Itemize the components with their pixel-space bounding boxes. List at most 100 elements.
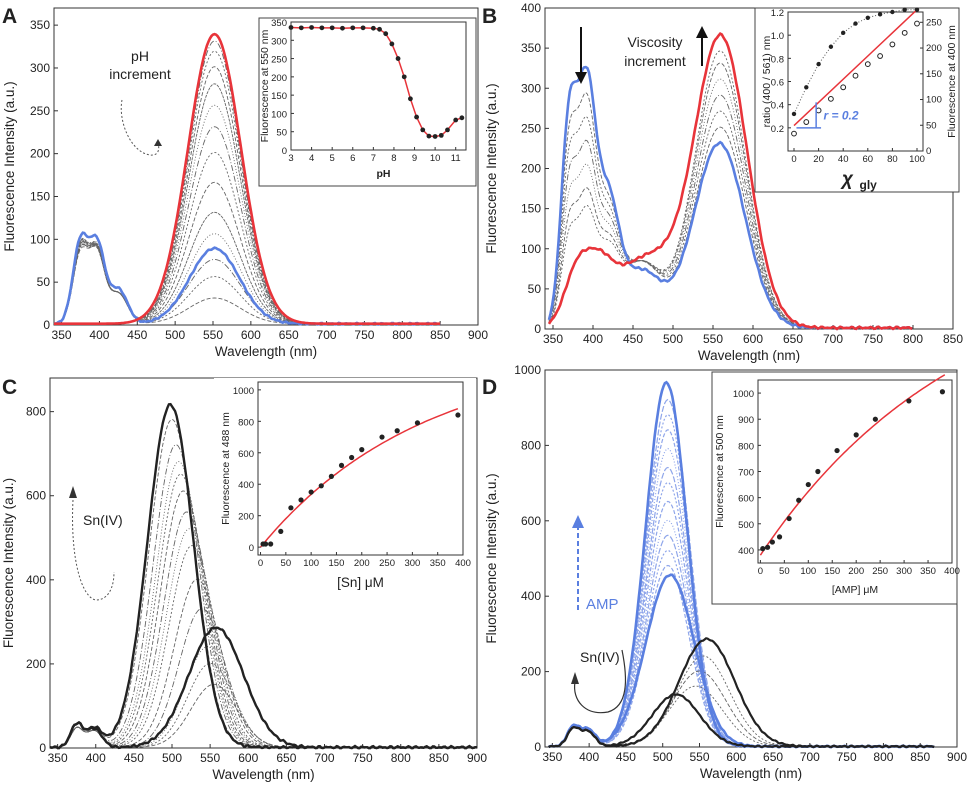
x-axis-label: Wavelength (nm) [698,348,800,363]
y-tick-label: 150 [30,189,50,203]
y-tick-label: 600 [521,514,541,528]
y-tick-label: 200 [521,665,541,679]
x-tick-label: 500 [165,328,185,342]
y-tick-label: 250 [271,55,287,66]
panel-d: 350 400 450 500 550 600 650 700 750 800 850 9000200… [482,363,967,781]
inset-data-point [805,481,811,488]
dark-series-line [548,693,935,749]
x-tick-label: 100 [303,558,319,569]
inset-data-point-filled [890,9,895,15]
inset-y-label: Fluorescence at 488 nm [220,412,232,525]
x-tick-label: 400 [944,566,960,577]
y-tick-label: 250 [521,121,541,135]
inset-data-point [769,539,775,545]
inset-data-point [853,432,859,438]
dark-series-line [49,402,478,750]
y-tick-label: 400 [521,589,541,603]
x-tick-label: 350 [920,566,936,577]
inset-data-point-filled [791,111,797,117]
x-tick-label: 800 [392,328,412,342]
inset-data-point-open [877,53,883,59]
x-tick-label: 400 [583,332,603,346]
inset-data-point-filled [865,15,870,20]
inset-data-point [906,398,912,404]
x-tick-label: 7 [371,153,376,164]
inset-data-point [338,462,345,468]
arrow-head [571,672,579,684]
inset-x-label: [Sn] μM [337,575,384,590]
y-axis-label: Fluorescence Intensity (a.u.) [484,83,499,253]
gray-series-line [548,670,935,747]
plot-frame [53,7,479,326]
inset-data-point [786,515,792,522]
y-tick-label: 0.6 [771,78,784,89]
x-tick-label: 800 [873,750,893,764]
x-tick-label: 900 [947,750,967,764]
y-tick-label: 600 [26,489,46,503]
y-tick-label: 300 [271,36,287,47]
x-tick-label: 700 [314,751,334,765]
inset-fit-line [259,407,459,548]
y-tick-label: 200 [238,512,254,523]
y-tick-label: 50 [528,282,542,296]
inset-data-point [445,127,450,133]
x-tick-label: 700 [823,332,843,346]
inset-data-point-filled [828,44,834,49]
arrow-head [575,72,587,84]
x-tick-label: 400 [579,750,599,764]
y-tick-label: 50 [276,128,287,139]
y-tick-label: 0 [534,322,541,336]
inset-data-point [796,497,802,503]
x-tick-label: 750 [353,751,373,765]
y-tick-label: 400 [238,480,254,491]
y-tick-label: 0.4 [771,101,784,112]
inset-data-point-open [840,84,847,91]
x-tick-label: 5 [330,153,335,164]
x-tick-label: 3 [288,153,293,164]
inset-data-point [360,25,366,31]
x-tick-label: 10 [430,153,441,164]
inset-x-label: [AMP] μM [832,584,878,596]
gray-series-line [53,104,441,325]
inset-data-point [288,25,294,30]
y-tick-label: 200 [271,73,287,84]
x-tick-label: 200 [848,566,864,577]
x-tick-label: 400 [86,751,106,765]
x-tick-label: 450 [616,750,636,764]
inset-data-point [834,447,840,454]
inset-data-point [268,541,274,547]
x-tick-label: 450 [124,751,144,765]
x-tick-label: 600 [241,328,261,342]
y-tick-label: 250 [30,104,50,118]
y-tick-label: 0 [39,741,46,755]
inset-fit-line [793,9,918,127]
y-tick-label: 350 [30,18,50,32]
inset-data-point [401,74,407,80]
x-tick-label: 40 [838,154,849,165]
x-tick-label: 650 [763,750,783,764]
inset-data-point [278,528,284,535]
inset-data-point [349,454,355,461]
x-tick-label: 400 [89,328,109,342]
x-tick-label: 600 [726,750,746,764]
inset-data-point-filled [804,85,809,90]
inset-data-point-filled [902,7,907,12]
gray-series-line [53,240,441,325]
x-tick-label: 750 [837,750,857,764]
panel-label: A [2,5,17,28]
x-tick-label: 900 [467,751,487,765]
y2-tick-label: 200 [926,43,942,54]
y-tick-label: 0 [282,146,287,157]
arrow-head [572,515,584,528]
y-tick-label: 600 [738,494,754,505]
inset-fit-line [759,374,946,556]
x-tick-label: 100 [909,154,925,165]
inset-x-subscript: gly [860,178,878,192]
inset-y-label: Fluorescence at 550 nm [259,29,271,142]
x-tick-label: 50 [779,566,790,577]
annotation-text: pH [131,48,149,64]
gray-series-line [53,211,441,325]
annotation-text: increment [624,53,686,69]
x-tick-label: 500 [653,750,673,764]
inset-data-point [426,133,432,139]
